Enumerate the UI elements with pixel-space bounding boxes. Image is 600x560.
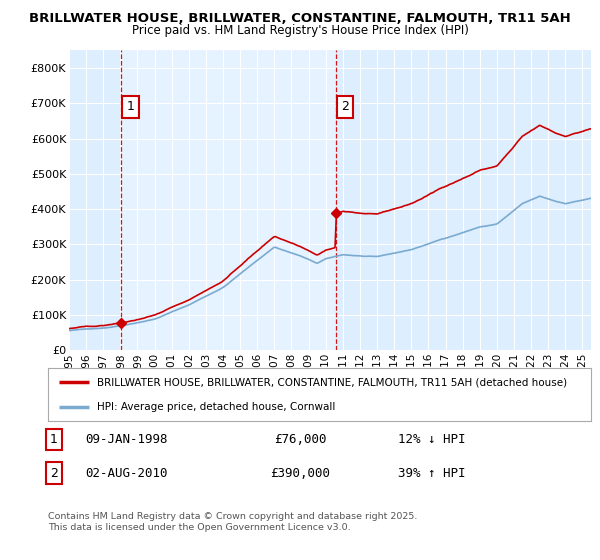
Text: 1: 1 <box>50 433 58 446</box>
Text: 2: 2 <box>341 100 349 113</box>
Text: 1: 1 <box>127 100 134 113</box>
Text: BRILLWATER HOUSE, BRILLWATER, CONSTANTINE, FALMOUTH, TR11 5AH (detached house): BRILLWATER HOUSE, BRILLWATER, CONSTANTIN… <box>97 377 567 388</box>
Bar <box>121 50 336 350</box>
Text: £390,000: £390,000 <box>270 466 330 480</box>
Text: 12% ↓ HPI: 12% ↓ HPI <box>398 433 466 446</box>
Text: 39% ↑ HPI: 39% ↑ HPI <box>398 466 466 480</box>
Text: Price paid vs. HM Land Registry's House Price Index (HPI): Price paid vs. HM Land Registry's House … <box>131 24 469 36</box>
Text: 02-AUG-2010: 02-AUG-2010 <box>85 466 167 480</box>
Text: 2: 2 <box>50 466 58 480</box>
Text: BRILLWATER HOUSE, BRILLWATER, CONSTANTINE, FALMOUTH, TR11 5AH: BRILLWATER HOUSE, BRILLWATER, CONSTANTIN… <box>29 12 571 25</box>
Text: Contains HM Land Registry data © Crown copyright and database right 2025.
This d: Contains HM Land Registry data © Crown c… <box>48 512 418 532</box>
Text: £76,000: £76,000 <box>274 433 326 446</box>
Text: HPI: Average price, detached house, Cornwall: HPI: Average price, detached house, Corn… <box>97 402 335 412</box>
Text: 09-JAN-1998: 09-JAN-1998 <box>85 433 167 446</box>
